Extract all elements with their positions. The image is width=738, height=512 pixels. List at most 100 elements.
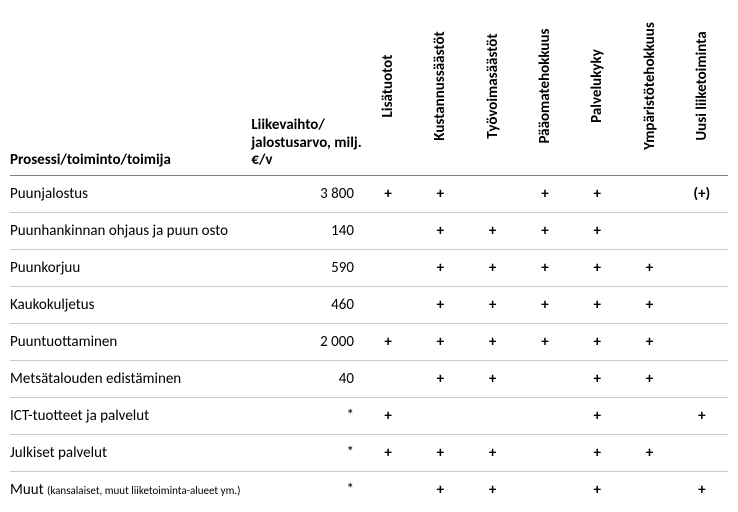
cell-mark: +: [571, 213, 623, 250]
cell-mark: [676, 287, 728, 324]
cell-mark: +: [414, 324, 466, 361]
cell-mark: [362, 361, 414, 398]
table-body: Puunjalostus3 800++++(+)Puunhankinnan oh…: [10, 176, 728, 509]
row-label: Muut (kansalaiset, muut liiketoiminta-al…: [10, 472, 251, 509]
impact-table: Prosessi/toiminto/toimija Liikevaihto/ j…: [10, 4, 728, 508]
row-label: Kaukokuljetus: [10, 287, 251, 324]
table-row: Julkiset palvelut*+++++: [10, 435, 728, 472]
cell-mark: +: [623, 250, 675, 287]
row-label-text: Puunkorjuu: [10, 259, 80, 277]
cell-mark: +: [467, 324, 519, 361]
table-container: Prosessi/toiminto/toimija Liikevaihto/ j…: [0, 0, 738, 512]
cell-mark: +: [414, 213, 466, 250]
header-kustannussaastot: Kustannussäästöt: [414, 4, 466, 176]
cell-mark: +: [467, 287, 519, 324]
cell-mark: [414, 398, 466, 435]
row-label-text: Puuntuottaminen: [10, 333, 117, 351]
cell-mark: [362, 250, 414, 287]
cell-mark: +: [519, 250, 571, 287]
cell-mark: +: [467, 472, 519, 509]
header-tyovoimasaastot: Työvoimasäästöt: [467, 4, 519, 176]
row-label-text: Puunjalostus: [10, 185, 88, 203]
cell-mark: +: [362, 324, 414, 361]
cell-mark: +: [467, 361, 519, 398]
cell-mark: +: [571, 324, 623, 361]
cell-mark: [676, 361, 728, 398]
row-label: Puunhankinnan ohjaus ja puun osto: [10, 213, 251, 250]
cell-mark: [676, 324, 728, 361]
row-label: Julkiset palvelut: [10, 435, 251, 472]
cell-mark: +: [362, 176, 414, 213]
cell-mark: +: [571, 435, 623, 472]
table-row: Kaukokuljetus460+++++: [10, 287, 728, 324]
row-value: 590: [251, 250, 362, 287]
cell-mark: [519, 361, 571, 398]
cell-mark: +: [571, 472, 623, 509]
table-row: Puunkorjuu590+++++: [10, 250, 728, 287]
cell-mark: +: [571, 250, 623, 287]
cell-mark: (+): [676, 176, 728, 213]
cell-mark: +: [571, 398, 623, 435]
row-value: 140: [251, 213, 362, 250]
cell-mark: +: [623, 361, 675, 398]
header-value: Liikevaihto/ jalostusarvo, milj. €/v: [251, 4, 362, 176]
row-value: 2 000: [251, 324, 362, 361]
cell-mark: +: [414, 435, 466, 472]
row-value: *: [251, 435, 362, 472]
cell-mark: [467, 176, 519, 213]
header-uusi-liiketoiminta: Uusi liiketoiminta: [676, 4, 728, 176]
cell-mark: +: [467, 435, 519, 472]
table-row: Puunhankinnan ohjaus ja puun osto140++++: [10, 213, 728, 250]
cell-mark: +: [362, 398, 414, 435]
header-process: Prosessi/toiminto/toimija: [10, 4, 251, 176]
row-value: *: [251, 472, 362, 509]
header-paaomatehokkuus: Pääomatehokkuus: [519, 4, 571, 176]
row-subnote: (kansalaiset, muut liiketoiminta-alueet …: [47, 484, 240, 497]
cell-mark: [519, 398, 571, 435]
cell-mark: [623, 398, 675, 435]
cell-mark: +: [414, 176, 466, 213]
cell-mark: +: [362, 435, 414, 472]
cell-mark: [676, 435, 728, 472]
row-label-text: Puunhankinnan ohjaus ja puun osto: [10, 222, 228, 240]
table-row: Puuntuottaminen2 000++++++: [10, 324, 728, 361]
cell-mark: [623, 176, 675, 213]
cell-mark: +: [519, 287, 571, 324]
table-header-row: Prosessi/toiminto/toimija Liikevaihto/ j…: [10, 4, 728, 176]
row-label: Puuntuottaminen: [10, 324, 251, 361]
cell-mark: +: [467, 250, 519, 287]
cell-mark: [519, 435, 571, 472]
cell-mark: +: [571, 176, 623, 213]
cell-mark: +: [623, 287, 675, 324]
cell-mark: +: [467, 213, 519, 250]
cell-mark: +: [519, 324, 571, 361]
row-label-text: ICT-tuotteet ja palvelut: [10, 407, 149, 425]
row-value: 3 800: [251, 176, 362, 213]
cell-mark: [623, 213, 675, 250]
cell-mark: [362, 472, 414, 509]
cell-mark: +: [623, 435, 675, 472]
row-label: Metsätalouden edistäminen: [10, 361, 251, 398]
header-lisatuotot: Lisätuotot: [362, 4, 414, 176]
row-label-text: Julkiset palvelut: [10, 444, 107, 462]
cell-mark: [623, 472, 675, 509]
cell-mark: [362, 213, 414, 250]
table-row: ICT-tuotteet ja palvelut*+++: [10, 398, 728, 435]
row-label: Puunjalostus: [10, 176, 251, 213]
row-label-text: Kaukokuljetus: [10, 296, 95, 314]
table-row: Puunjalostus3 800++++(+): [10, 176, 728, 213]
cell-mark: [467, 398, 519, 435]
row-label: ICT-tuotteet ja palvelut: [10, 398, 251, 435]
cell-mark: [362, 287, 414, 324]
row-label-text: Metsätalouden edistäminen: [10, 370, 181, 388]
cell-mark: +: [571, 361, 623, 398]
cell-mark: [676, 213, 728, 250]
cell-mark: +: [676, 472, 728, 509]
cell-mark: +: [414, 472, 466, 509]
header-palvelukyky: Palvelukyky: [571, 4, 623, 176]
cell-mark: +: [676, 398, 728, 435]
cell-mark: +: [414, 287, 466, 324]
row-value: 40: [251, 361, 362, 398]
row-value: 460: [251, 287, 362, 324]
table-row: Muut (kansalaiset, muut liiketoiminta-al…: [10, 472, 728, 509]
